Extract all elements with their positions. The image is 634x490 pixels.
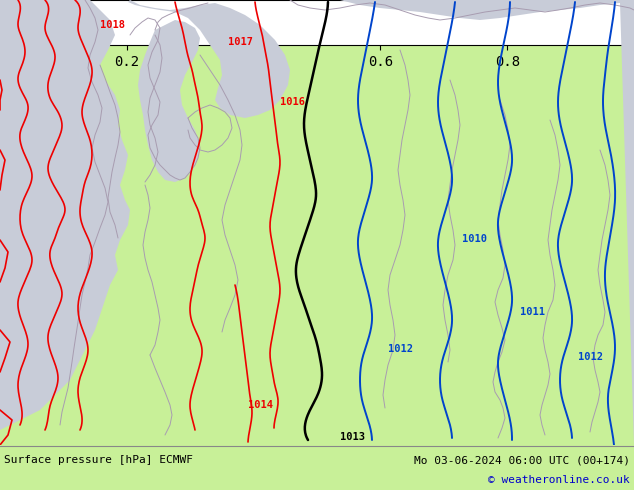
Text: 1017: 1017 xyxy=(228,37,253,47)
Text: Mo 03-06-2024 06:00 UTC (00+174): Mo 03-06-2024 06:00 UTC (00+174) xyxy=(414,455,630,465)
Polygon shape xyxy=(138,20,200,182)
Text: Surface pressure [hPa] ECMWF: Surface pressure [hPa] ECMWF xyxy=(4,455,193,465)
Text: 1013: 1013 xyxy=(340,432,365,442)
Text: 1012: 1012 xyxy=(388,344,413,354)
Text: 1011: 1011 xyxy=(520,307,545,317)
Text: 1018: 1018 xyxy=(100,20,125,30)
Text: 1010: 1010 xyxy=(462,234,487,244)
Polygon shape xyxy=(128,0,290,118)
Text: © weatheronline.co.uk: © weatheronline.co.uk xyxy=(488,475,630,485)
Text: 1012: 1012 xyxy=(578,352,603,362)
Text: 1014: 1014 xyxy=(248,400,273,410)
Text: 1016: 1016 xyxy=(280,97,305,107)
Polygon shape xyxy=(340,0,634,445)
Polygon shape xyxy=(0,0,130,445)
